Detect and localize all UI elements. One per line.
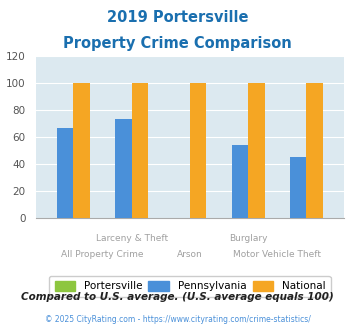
Bar: [290, 157, 306, 218]
Text: All Property Crime: All Property Crime: [61, 250, 144, 259]
Bar: [57, 127, 73, 218]
Bar: [306, 83, 323, 218]
Bar: [115, 119, 132, 218]
Text: Burglary: Burglary: [229, 234, 267, 243]
Legend: Portersville, Pennsylvania, National: Portersville, Pennsylvania, National: [49, 276, 331, 297]
Bar: [132, 83, 148, 218]
Bar: [248, 83, 264, 218]
Text: © 2025 CityRating.com - https://www.cityrating.com/crime-statistics/: © 2025 CityRating.com - https://www.city…: [45, 315, 310, 324]
Text: Motor Vehicle Theft: Motor Vehicle Theft: [233, 250, 321, 259]
Text: Compared to U.S. average. (U.S. average equals 100): Compared to U.S. average. (U.S. average …: [21, 292, 334, 302]
Text: 2019 Portersville: 2019 Portersville: [107, 10, 248, 25]
Bar: [190, 83, 206, 218]
Text: Larceny & Theft: Larceny & Theft: [95, 234, 168, 243]
Bar: [73, 83, 90, 218]
Text: Property Crime Comparison: Property Crime Comparison: [63, 36, 292, 51]
Bar: [232, 145, 248, 218]
Text: Arson: Arson: [177, 250, 203, 259]
